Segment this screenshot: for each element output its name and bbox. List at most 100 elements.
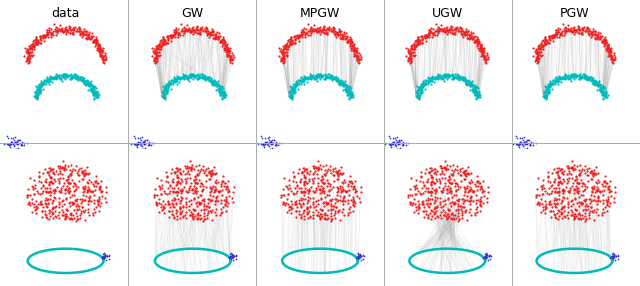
Point	[294, 34, 305, 38]
Point	[340, 189, 351, 193]
Point	[91, 38, 101, 43]
Point	[187, 26, 197, 31]
Point	[101, 185, 111, 189]
Point	[24, 51, 35, 56]
Point	[54, 204, 64, 209]
Point	[580, 214, 591, 218]
Point	[162, 35, 172, 39]
Point	[595, 87, 605, 92]
Point	[577, 26, 588, 31]
Point	[443, 75, 453, 79]
Point	[309, 164, 319, 168]
Point	[3, 136, 13, 140]
Point	[90, 178, 100, 183]
Point	[46, 32, 56, 36]
Point	[575, 27, 586, 32]
Point	[5, 142, 15, 146]
Point	[79, 172, 89, 177]
Point	[605, 188, 616, 193]
Point	[562, 164, 572, 168]
Point	[322, 202, 332, 207]
Point	[300, 180, 310, 185]
Point	[300, 35, 310, 39]
Point	[170, 189, 180, 194]
Point	[337, 202, 348, 206]
Point	[196, 208, 206, 212]
Point	[531, 56, 541, 60]
Point	[553, 26, 563, 31]
Point	[168, 196, 179, 200]
Point	[88, 86, 99, 91]
Point	[306, 76, 316, 80]
Point	[452, 197, 462, 202]
Point	[460, 32, 470, 36]
Point	[532, 202, 542, 206]
Point	[577, 201, 587, 206]
Point	[468, 199, 478, 204]
Point	[25, 192, 35, 197]
Point	[553, 207, 563, 212]
Point	[411, 204, 421, 209]
Point	[349, 184, 359, 188]
Point	[476, 48, 486, 53]
Point	[602, 46, 612, 51]
Point	[596, 39, 607, 44]
Point	[79, 173, 89, 178]
Point	[192, 203, 202, 208]
Point	[478, 49, 488, 53]
Point	[449, 202, 459, 206]
Point	[353, 251, 363, 256]
Point	[47, 180, 58, 185]
Point	[342, 87, 352, 92]
Point	[319, 181, 330, 186]
Point	[194, 202, 204, 206]
Point	[74, 207, 84, 211]
Point	[445, 177, 455, 182]
Point	[174, 75, 184, 80]
Point	[42, 197, 52, 202]
Point	[201, 29, 211, 33]
Point	[313, 180, 323, 185]
Point	[49, 195, 59, 199]
Point	[547, 170, 557, 175]
Point	[462, 194, 472, 198]
Point	[29, 46, 39, 51]
Point	[222, 48, 232, 53]
Point	[216, 91, 226, 95]
Point	[31, 37, 41, 42]
Point	[586, 177, 596, 182]
Point	[594, 82, 604, 87]
Point	[552, 78, 562, 83]
Point	[256, 142, 266, 146]
Point	[167, 201, 177, 206]
Point	[208, 29, 218, 33]
Point	[337, 185, 348, 190]
Point	[290, 202, 300, 206]
Point	[541, 95, 551, 100]
Point	[292, 36, 303, 40]
Point	[59, 72, 69, 76]
Point	[126, 142, 136, 146]
Point	[346, 94, 356, 99]
Point	[314, 74, 324, 79]
Point	[565, 77, 575, 81]
Point	[77, 31, 87, 35]
Point	[93, 46, 103, 51]
Point	[587, 29, 597, 34]
Point	[541, 204, 551, 209]
Point	[78, 33, 88, 38]
Point	[81, 170, 91, 175]
Point	[317, 74, 328, 79]
Point	[538, 44, 548, 48]
Point	[554, 168, 564, 173]
Point	[435, 177, 445, 182]
Point	[265, 147, 275, 152]
Point	[296, 78, 307, 82]
Point	[33, 190, 44, 195]
Point	[286, 84, 296, 89]
Point	[163, 88, 173, 92]
Point	[413, 84, 424, 89]
Point	[332, 31, 342, 35]
Point	[452, 76, 463, 81]
Point	[173, 197, 183, 201]
